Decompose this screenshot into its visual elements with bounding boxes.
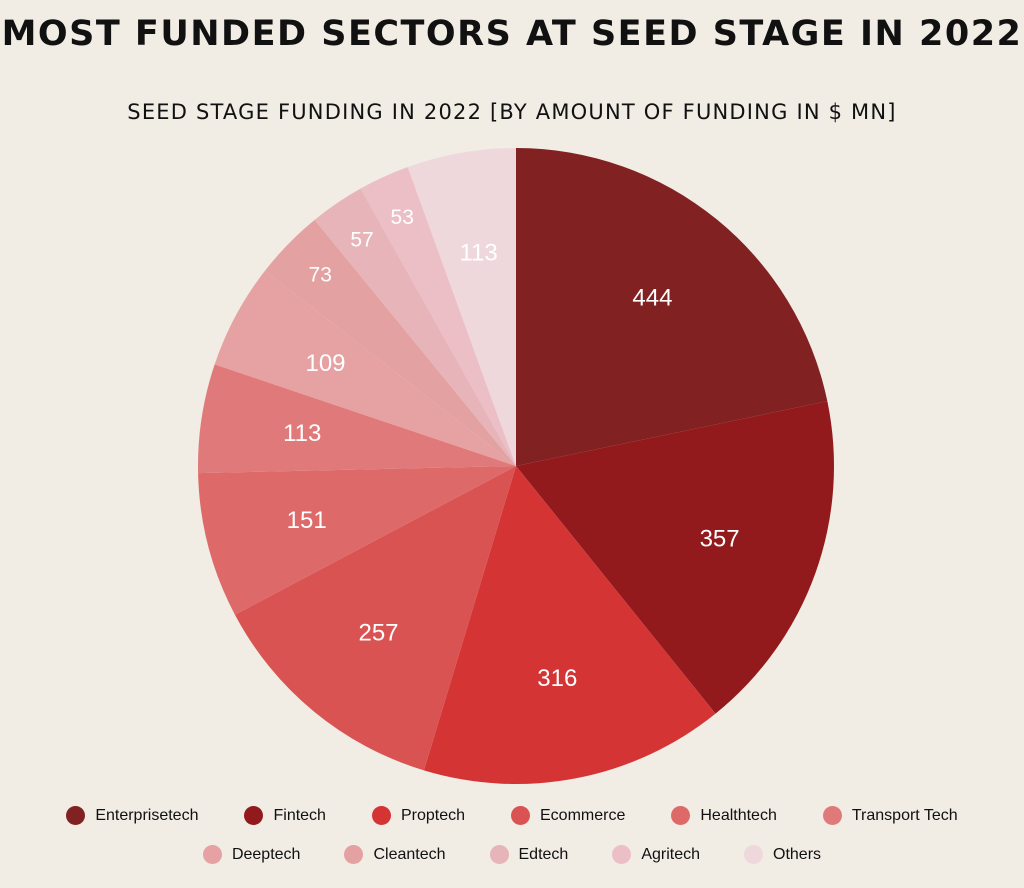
pie-value-label: 53 — [391, 206, 414, 229]
pie-value-label: 316 — [537, 665, 577, 692]
legend-row-1: Enterprisetech Fintech Proptech Ecommerc… — [0, 806, 1024, 825]
pie-slice-healthtech — [198, 466, 516, 615]
pie-value-label: 57 — [350, 229, 373, 252]
legend-item-edtech: Edtech — [489, 845, 569, 864]
legend-label: Cleantech — [373, 845, 446, 863]
legend-label: Deeptech — [231, 845, 301, 863]
legend-swatch — [822, 806, 842, 825]
pie-chart: 444 357 316 257 151 113 109 73 57 53 113 — [198, 148, 834, 784]
legend-item-enterprisetech: Enterprisetech — [66, 806, 198, 825]
pie-slice-others — [407, 148, 516, 466]
legend-label: Edtech — [518, 845, 569, 863]
legend-item-fintech: Fintech — [244, 806, 326, 825]
legend-item-others: Others — [744, 845, 821, 864]
legend-item-transport-tech: Transport Tech — [822, 806, 958, 825]
chart-title: MOST FUNDED SECTORS AT SEED STAGE IN 202… — [1, 14, 1023, 54]
pie-slice-ecommerce — [234, 466, 517, 771]
legend-swatch — [489, 845, 509, 864]
legend-label: Ecommerce — [540, 806, 626, 824]
legend-swatch — [511, 806, 530, 825]
legend-label: Proptech — [400, 806, 465, 824]
pie-slice-agritech — [360, 167, 516, 466]
legend-swatch — [244, 806, 264, 825]
pie-slice-proptech — [423, 466, 716, 784]
legend-swatch — [202, 845, 222, 864]
pie-slice-fintech — [516, 401, 834, 714]
legend-item-agritech: Agritech — [612, 845, 700, 864]
pie-value-label: 357 — [700, 525, 740, 552]
pie-slice-cleantech — [264, 219, 516, 466]
legend-label: Healthtech — [700, 806, 777, 824]
pie-value-label: 73 — [309, 264, 332, 287]
pie-slice-transport-tech — [198, 364, 517, 474]
legend-label: Transport Tech — [851, 806, 958, 824]
chart-subtitle: SEED STAGE FUNDING IN 2022 [BY AMOUNT OF… — [127, 100, 897, 124]
legend-swatch — [344, 845, 364, 864]
legend-item-cleantech: Cleantech — [344, 845, 446, 864]
legend-item-ecommerce: Ecommerce — [511, 806, 625, 825]
pie-value-label: 113 — [283, 420, 321, 447]
legend-label: Agritech — [641, 845, 701, 863]
legend-swatch — [66, 806, 86, 825]
legend-swatch — [744, 845, 764, 864]
pie-slice-enterprisetech — [516, 148, 828, 466]
pie-slice-deeptech — [214, 270, 517, 466]
pie-value-label: 151 — [287, 507, 327, 534]
legend-row-2: Deeptech Cleantech Edtech Agritech Other… — [0, 845, 1024, 864]
pie-value-label: 257 — [358, 619, 398, 646]
pie-slice-edtech — [314, 188, 516, 467]
legend-item-healthtech: Healthtech — [671, 806, 777, 825]
legend-label: Others — [773, 845, 822, 863]
legend-label: Fintech — [273, 806, 326, 824]
legend-item-deeptech: Deeptech — [202, 845, 301, 864]
pie-value-label: 113 — [459, 240, 497, 267]
legend-swatch — [671, 806, 691, 825]
pie-value-label: 444 — [632, 285, 672, 312]
legend-item-proptech: Proptech — [371, 806, 465, 825]
legend-label: Enterprisetech — [95, 806, 199, 824]
legend-swatch — [371, 806, 391, 825]
pie-value-label: 109 — [305, 350, 345, 377]
legend-swatch — [612, 845, 632, 864]
